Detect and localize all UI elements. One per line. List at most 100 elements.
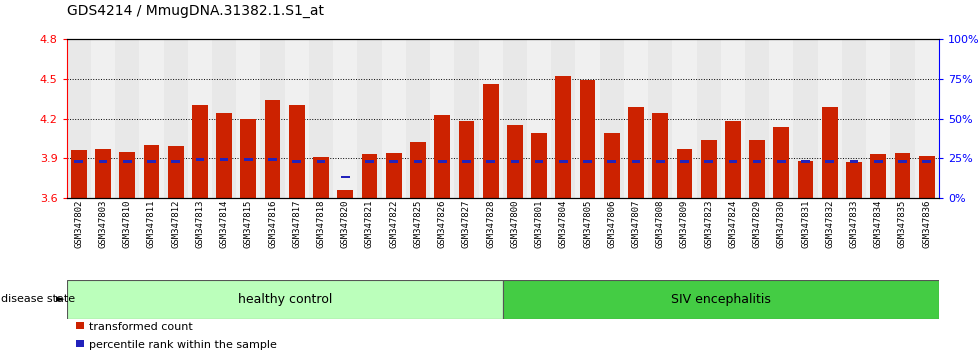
Bar [745,39,769,198]
Bar [366,160,373,163]
Bar [483,84,499,198]
Bar [462,160,470,163]
Text: GSM347832: GSM347832 [825,200,834,248]
Text: GSM347831: GSM347831 [801,200,810,248]
Bar [91,39,115,198]
Text: GSM347816: GSM347816 [269,200,277,248]
Bar [139,39,164,198]
Bar [750,140,765,198]
Bar [309,39,333,198]
Bar [265,100,280,198]
Bar [341,176,350,178]
Text: disease state: disease state [1,294,75,304]
Bar [653,113,668,198]
Bar [825,160,834,163]
Bar [95,149,111,198]
Bar [773,127,789,198]
Bar [866,39,891,198]
Text: GSM347829: GSM347829 [753,200,761,248]
Bar [874,160,883,163]
Text: GSM347815: GSM347815 [244,200,253,248]
Bar [115,39,139,198]
Bar [922,160,931,163]
Bar [389,160,398,163]
Text: GSM347826: GSM347826 [438,200,447,248]
Text: GSM347811: GSM347811 [147,200,156,248]
Bar [333,39,358,198]
Bar [624,39,648,198]
Text: GSM347825: GSM347825 [414,200,422,248]
Bar [919,156,935,198]
Bar [798,161,813,198]
Bar [406,39,430,198]
Bar [147,160,156,163]
Text: GSM347818: GSM347818 [317,200,325,248]
Bar [575,39,600,198]
Text: GSM347834: GSM347834 [874,200,883,248]
Bar [648,39,672,198]
Bar [895,153,910,198]
Bar [697,39,720,198]
Bar [143,145,160,198]
Bar [870,154,886,198]
Text: GSM347804: GSM347804 [559,200,567,248]
Bar [604,133,619,198]
Bar [721,39,745,198]
Text: GDS4214 / MmugDNA.31382.1.S1_at: GDS4214 / MmugDNA.31382.1.S1_at [67,4,323,18]
Bar [628,107,644,198]
Text: GSM347822: GSM347822 [389,200,398,248]
Bar [728,160,737,163]
Bar [842,39,866,198]
Bar [236,39,261,198]
Bar [656,160,664,163]
Bar [507,125,522,198]
Bar [414,160,422,163]
Text: GSM347812: GSM347812 [172,200,180,248]
Text: SIV encephalitis: SIV encephalitis [671,293,770,306]
Bar [817,39,842,198]
Bar [914,39,939,198]
Bar [74,160,83,163]
Bar [600,39,624,198]
Bar [705,160,713,163]
Text: GSM347833: GSM347833 [850,200,858,248]
Bar [850,160,858,163]
Bar [676,149,692,198]
Bar [337,190,353,198]
Bar [559,160,567,163]
Text: ►: ► [56,294,65,304]
Text: GSM347802: GSM347802 [74,200,83,248]
Bar [503,39,527,198]
Bar [261,39,284,198]
Bar [289,105,305,198]
Text: GSM347814: GSM347814 [220,200,228,248]
Bar [269,158,277,161]
Bar [244,158,253,161]
Bar [459,121,474,198]
Bar [192,105,208,198]
Text: GSM347820: GSM347820 [341,200,350,248]
Bar [527,39,551,198]
Bar [822,107,838,198]
Text: GSM347809: GSM347809 [680,200,689,248]
Bar [846,162,862,198]
Bar [672,39,697,198]
Bar [430,39,455,198]
Bar [217,113,232,198]
Bar [292,160,301,163]
Bar [583,160,592,163]
Bar [556,76,571,198]
Bar [769,39,794,198]
Bar [120,152,135,198]
Bar [794,39,817,198]
Bar [753,160,761,163]
Bar [701,140,716,198]
Bar [503,280,939,319]
Bar [314,157,329,198]
Bar [212,39,236,198]
Bar [535,160,544,163]
Text: GSM347828: GSM347828 [486,200,495,248]
Bar [486,160,495,163]
Text: GSM347821: GSM347821 [365,200,374,248]
Bar [386,153,402,198]
